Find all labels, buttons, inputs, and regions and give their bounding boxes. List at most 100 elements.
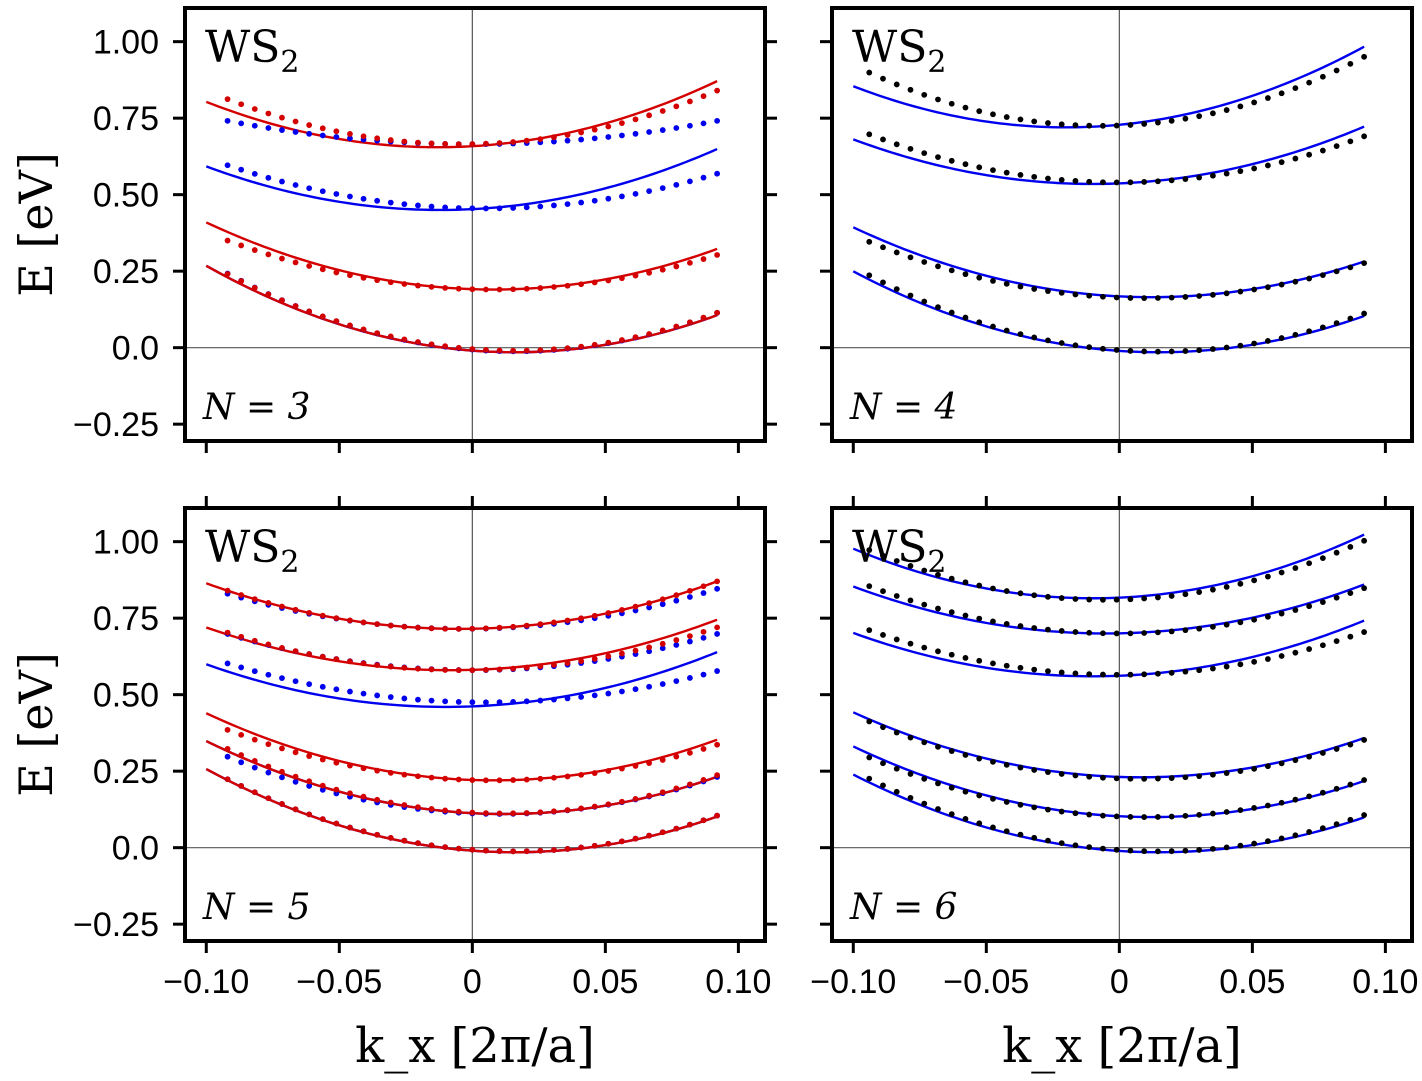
data-point <box>347 658 353 665</box>
data-point <box>1141 295 1148 301</box>
data-point <box>591 126 598 133</box>
curve-blue-fit-3 <box>205 651 718 709</box>
data-point <box>564 807 571 813</box>
data-point <box>319 683 326 690</box>
data-point <box>510 205 517 211</box>
data-point <box>224 117 231 124</box>
dots-black-dots-2 <box>866 754 1368 820</box>
data-point <box>962 612 969 619</box>
data-point <box>1182 847 1189 854</box>
data-point <box>935 96 941 103</box>
data-point <box>442 698 449 705</box>
data-point <box>976 657 983 664</box>
data-point <box>1347 60 1354 67</box>
data-point <box>1264 95 1271 101</box>
dots-blue-dots-3 <box>224 660 721 706</box>
data-point <box>646 112 653 119</box>
data-point <box>605 768 612 774</box>
data-point <box>632 272 639 279</box>
data-point <box>659 596 666 603</box>
dots-black-dots-1 <box>866 775 1368 855</box>
data-point <box>238 759 245 766</box>
data-point <box>306 651 313 657</box>
data-point <box>1361 310 1368 317</box>
data-point <box>619 838 625 845</box>
data-point <box>700 746 707 752</box>
panel-2: WS2 N = 4 <box>820 6 1414 453</box>
data-point <box>401 837 408 844</box>
data-point <box>347 193 353 200</box>
data-point <box>1333 143 1340 150</box>
data-point <box>360 793 367 800</box>
data-point <box>1333 746 1340 752</box>
data-point <box>714 624 721 631</box>
data-point <box>866 272 873 279</box>
data-point <box>306 609 313 616</box>
x-tick-label: 0.10 <box>1352 963 1418 1001</box>
data-point <box>591 135 598 142</box>
data-point <box>1100 630 1106 637</box>
data-point <box>1333 638 1340 644</box>
data-point <box>1278 653 1285 659</box>
data-point <box>224 753 231 760</box>
data-point <box>1237 807 1244 814</box>
data-point <box>907 292 914 299</box>
data-point <box>1292 155 1299 162</box>
data-point <box>1306 603 1313 610</box>
data-point <box>1127 295 1134 301</box>
data-point <box>1086 844 1093 850</box>
material-symbol: WS <box>852 522 927 573</box>
data-point <box>1292 607 1299 613</box>
x-tick-label: −0.05 <box>296 963 382 1001</box>
data-point <box>714 252 721 258</box>
data-point <box>921 644 928 651</box>
data-point <box>1223 290 1230 297</box>
data-point <box>333 134 340 140</box>
data-point <box>292 778 299 785</box>
data-point <box>319 782 326 789</box>
data-point <box>1182 591 1189 598</box>
data-point <box>306 308 313 315</box>
data-point <box>483 205 489 212</box>
data-point <box>921 150 928 157</box>
data-point <box>990 167 996 174</box>
data-point <box>551 202 557 209</box>
panel-4: −0.10 −0.05 0 0.05 0.10 WS2 N = 6 k_x [2π/a] <box>810 496 1418 1074</box>
data-point <box>537 775 544 782</box>
data-point <box>714 631 721 637</box>
data-point <box>1251 840 1258 847</box>
data-point <box>496 777 503 784</box>
data-point <box>1155 295 1161 301</box>
data-point <box>224 271 231 277</box>
data-point <box>483 140 489 147</box>
data-point <box>673 323 680 330</box>
data-point <box>619 765 625 772</box>
curve-blue-fit-1 <box>852 270 1365 354</box>
data-point <box>687 749 693 756</box>
material-label: WS2 <box>205 522 299 580</box>
data-point <box>1100 596 1106 603</box>
data-point <box>1086 122 1093 129</box>
data-point <box>1058 121 1065 128</box>
data-point <box>1100 845 1106 852</box>
data-point <box>659 266 666 273</box>
dots-red-dots-1 <box>224 776 721 855</box>
data-point <box>1155 814 1161 820</box>
material-subscript: 2 <box>280 45 299 80</box>
data-point <box>292 259 299 266</box>
data-point <box>605 801 612 808</box>
data-point <box>687 638 693 645</box>
data-point <box>1072 178 1079 184</box>
data-point <box>948 811 955 817</box>
data-point <box>605 277 612 284</box>
data-point <box>1306 328 1313 335</box>
y-axis-title: E [eV] <box>9 152 63 297</box>
data-point <box>1168 848 1175 855</box>
data-point <box>1155 629 1161 636</box>
data-point <box>360 828 367 835</box>
data-point <box>279 297 285 304</box>
data-point <box>1292 649 1299 656</box>
data-point <box>687 178 693 185</box>
data-point <box>1319 324 1326 331</box>
data-point <box>251 789 258 796</box>
